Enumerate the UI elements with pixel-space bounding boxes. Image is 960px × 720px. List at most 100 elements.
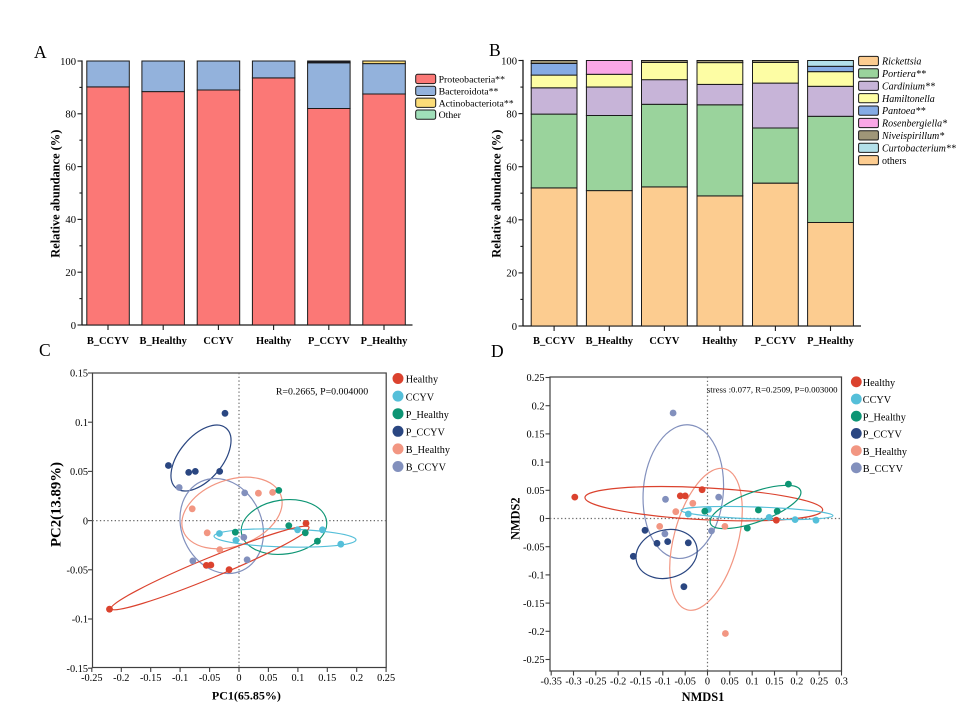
svg-text:Hamiltonella: Hamiltonella (881, 94, 935, 105)
svg-text:100: 100 (60, 57, 76, 68)
svg-text:-0.05: -0.05 (523, 542, 544, 553)
svg-text:0.15: 0.15 (70, 369, 88, 380)
svg-text:P_CCYV: P_CCYV (755, 336, 797, 347)
svg-text:-0.15: -0.15 (523, 599, 544, 610)
svg-text:0.25: 0.25 (526, 373, 544, 384)
svg-text:0.25: 0.25 (377, 673, 395, 684)
svg-text:40: 40 (65, 215, 76, 226)
svg-text:Portiera**: Portiera** (881, 69, 926, 80)
svg-text:CCYV: CCYV (203, 336, 234, 347)
svg-text:B_Healthy: B_Healthy (140, 336, 188, 347)
svg-text:100: 100 (501, 56, 517, 67)
svg-text:0.05: 0.05 (70, 467, 88, 478)
svg-text:40: 40 (506, 216, 517, 227)
svg-text:0.2: 0.2 (350, 673, 363, 684)
svg-text:Niveispirillum*: Niveispirillum* (881, 131, 944, 142)
svg-text:80: 80 (506, 109, 517, 120)
svg-text:80: 80 (65, 110, 76, 121)
svg-text:Relative abundance (%): Relative abundance (%) (49, 130, 63, 258)
svg-text:-0.2: -0.2 (113, 673, 129, 684)
svg-text:-0.1: -0.1 (655, 677, 671, 688)
svg-text:Rickettsia: Rickettsia (881, 57, 921, 68)
svg-text:-0.15: -0.15 (140, 673, 161, 684)
svg-text:-0.2: -0.2 (528, 627, 544, 638)
svg-text:PC1(65.85%): PC1(65.85%) (212, 689, 281, 703)
svg-text:P_CCYV: P_CCYV (406, 428, 446, 439)
svg-text:Cardinium**: Cardinium** (882, 81, 935, 92)
svg-text:Actinobacteriota**: Actinobacteriota** (439, 98, 514, 109)
svg-text:B_CCYV: B_CCYV (533, 336, 576, 347)
svg-text:0.1: 0.1 (291, 673, 304, 684)
svg-text:0.2: 0.2 (790, 677, 803, 688)
svg-text:Other: Other (439, 110, 462, 121)
svg-text:0.2: 0.2 (532, 401, 545, 412)
svg-text:Healthy: Healthy (863, 378, 896, 389)
svg-text:P_Healthy: P_Healthy (863, 412, 907, 423)
svg-text:-0.15: -0.15 (630, 677, 651, 688)
svg-text:0: 0 (705, 677, 710, 688)
svg-text:0: 0 (512, 322, 517, 333)
svg-text:-0.35: -0.35 (540, 677, 561, 688)
svg-text:20: 20 (506, 269, 517, 280)
svg-text:Rosenbergiella*: Rosenbergiella* (881, 119, 947, 130)
svg-text:R=0.2665, P=0.004000: R=0.2665, P=0.004000 (276, 387, 368, 398)
svg-text:NMDS1: NMDS1 (682, 690, 725, 704)
svg-text:Relative abundance (%): Relative abundance (%) (490, 130, 504, 258)
svg-text:0.3: 0.3 (835, 677, 848, 688)
svg-text:-0.1: -0.1 (72, 615, 88, 626)
svg-text:Pantoea**: Pantoea** (881, 106, 925, 117)
svg-text:Proteobacteria**: Proteobacteria** (439, 75, 505, 86)
svg-text:-0.1: -0.1 (528, 571, 544, 582)
svg-text:Curtobacterium**: Curtobacterium** (882, 143, 956, 154)
svg-text:0: 0 (236, 673, 241, 684)
svg-text:0.1: 0.1 (75, 418, 88, 429)
svg-text:CCYV: CCYV (406, 392, 435, 403)
svg-text:0: 0 (539, 514, 544, 525)
svg-text:-0.25: -0.25 (523, 655, 544, 666)
svg-text:0: 0 (71, 321, 76, 332)
svg-text:P_Healthy: P_Healthy (807, 336, 855, 347)
svg-text:D: D (491, 341, 504, 361)
svg-text:B_Healthy: B_Healthy (406, 445, 451, 456)
svg-text:P_Healthy: P_Healthy (361, 336, 409, 347)
svg-text:-0.05: -0.05 (674, 677, 695, 688)
svg-text:0.15: 0.15 (318, 673, 336, 684)
svg-text:0.25: 0.25 (810, 677, 828, 688)
svg-text:B: B (489, 40, 501, 60)
svg-text:-0.3: -0.3 (565, 677, 581, 688)
svg-text:-0.25: -0.25 (81, 673, 102, 684)
svg-text:0.15: 0.15 (765, 677, 783, 688)
svg-text:Bacteroidota**: Bacteroidota** (439, 86, 499, 97)
svg-text:0.05: 0.05 (526, 486, 544, 497)
svg-text:P_CCYV: P_CCYV (863, 430, 903, 441)
svg-text:CCYV: CCYV (649, 336, 680, 347)
svg-text:0.1: 0.1 (746, 677, 759, 688)
svg-text:Healthy: Healthy (406, 375, 439, 386)
svg-text:P_Healthy: P_Healthy (406, 410, 450, 421)
svg-text:A: A (34, 42, 47, 62)
svg-text:PC2(13.89%): PC2(13.89%) (49, 462, 65, 547)
svg-text:-0.05: -0.05 (199, 673, 220, 684)
svg-text:P_CCYV: P_CCYV (308, 336, 350, 347)
svg-text:B_Healthy: B_Healthy (586, 336, 634, 347)
svg-text:B_Healthy: B_Healthy (863, 447, 908, 458)
svg-text:0.1: 0.1 (532, 458, 545, 469)
svg-text:0: 0 (83, 516, 88, 527)
svg-text:-0.25: -0.25 (585, 677, 606, 688)
svg-text:0.15: 0.15 (526, 430, 544, 441)
svg-text:B_CCYV: B_CCYV (406, 463, 447, 474)
svg-text:stress :0.077, R=0.2509, P=0.0: stress :0.077, R=0.2509, P=0.003000 (707, 385, 838, 395)
svg-text:20: 20 (65, 268, 76, 279)
svg-text:60: 60 (65, 162, 76, 173)
svg-text:-0.2: -0.2 (610, 677, 626, 688)
svg-text:others: others (882, 156, 907, 167)
svg-text:-0.05: -0.05 (67, 566, 88, 577)
svg-text:0.05: 0.05 (721, 677, 739, 688)
svg-text:B_CCYV: B_CCYV (87, 336, 130, 347)
svg-text:60: 60 (506, 163, 517, 174)
svg-text:Healthy: Healthy (702, 336, 738, 347)
svg-text:-0.1: -0.1 (172, 673, 188, 684)
svg-text:NMDS2: NMDS2 (509, 498, 523, 540)
svg-text:0.05: 0.05 (259, 673, 277, 684)
svg-text:C: C (39, 340, 51, 360)
